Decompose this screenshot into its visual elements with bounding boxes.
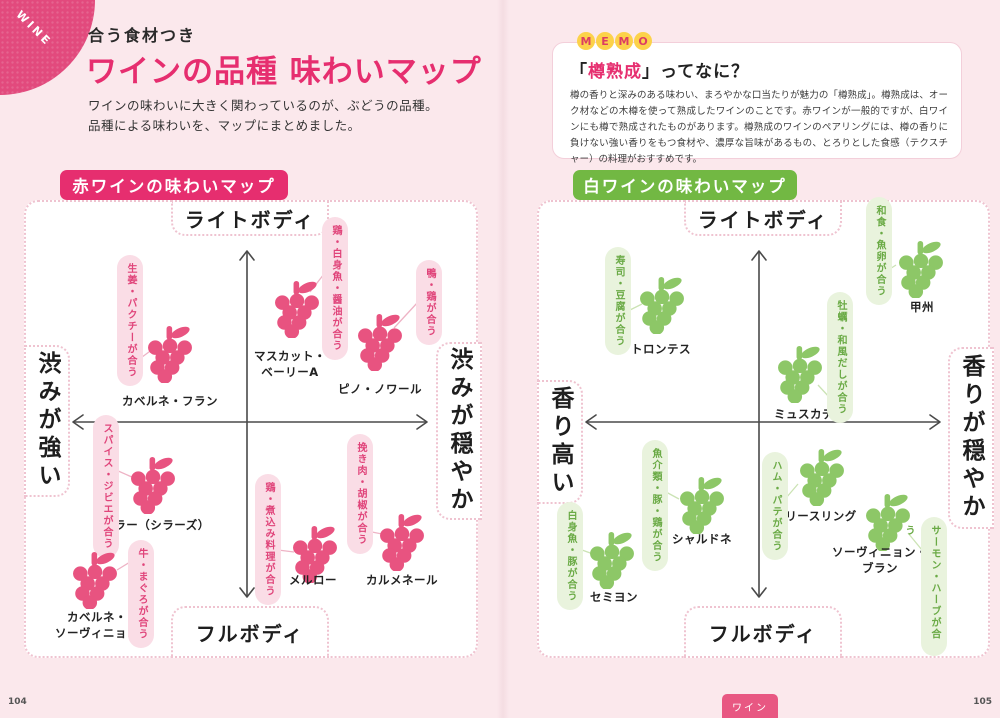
grape-icon	[774, 346, 826, 403]
axis-label-strong-tannin: 渋みが強い	[24, 345, 70, 497]
axis-label-mild-tannin: 渋みが穏やか	[436, 342, 482, 520]
memo-letter: M	[577, 32, 595, 50]
white-wine-taste-map: ライトボディ フルボディ 香り高い 香りが穏やか トロンテス 寿司・豆腐が合う …	[537, 197, 994, 658]
grape-icon	[271, 281, 323, 338]
pairing-pill: 牛・まぐろが合う	[128, 540, 154, 648]
pairing-pill: スパイス・ジビエが合う	[93, 415, 119, 558]
wine-name: ソーヴィニョン・ ブラン	[832, 545, 928, 575]
memo-title: 「樽熟成」ってなに？	[570, 62, 750, 82]
memo-letter: E	[596, 32, 614, 50]
wine-name: シラー（シラーズ）	[102, 518, 210, 532]
axis-label-full-body: フルボディ	[171, 606, 329, 658]
wine-name: カルメネール	[366, 573, 438, 587]
kicker-text: 合う食材つき	[88, 26, 197, 45]
grape-icon	[144, 326, 196, 383]
grape-icon	[376, 514, 428, 571]
wine-name: トロンテス	[631, 342, 691, 356]
pairing-pill: 牡蠣・和風だしが合う	[827, 292, 853, 423]
white-map-header: 白ワインの味わいマップ	[573, 170, 797, 200]
grape-icon	[895, 241, 947, 298]
grape-icon	[354, 314, 406, 371]
pairing-pill: サーモン・ハーブが合う	[903, 517, 947, 656]
memo-letter: O	[634, 32, 652, 50]
pairing-pill: ハム・パテが合う	[762, 452, 788, 560]
page-description: ワインの味わいに大きく関わっているのが、ぶどうの品種。 品種による味わいを、マッ…	[88, 98, 439, 133]
grape-icon	[636, 277, 688, 334]
pairing-pill: 生姜・パクチーが合う	[117, 255, 143, 386]
page-number-right: 105	[973, 697, 992, 707]
memo-box	[552, 42, 962, 159]
wine-name: 甲州	[910, 300, 934, 314]
wine-name: カベルネ・ ソーヴィニョン	[55, 610, 139, 640]
memo-letter: M	[615, 32, 633, 50]
wine-name: セミヨン	[590, 590, 638, 604]
pairing-pill: 挽き肉・胡椒が合う	[347, 434, 373, 554]
wine-name: メルロー	[289, 573, 337, 587]
corner-category-circle	[0, 0, 95, 95]
page-gutter-shadow	[497, 0, 509, 718]
pairing-pill: 鶏・煮込み料理が合う	[255, 474, 281, 605]
footer-category-tab: ワイン	[722, 694, 778, 718]
pairing-pill: 魚介類・豚・鶏が合う	[642, 440, 668, 571]
pairing-pill: 白身魚・豚が合う	[557, 502, 583, 610]
pairing-pill: 寿司・豆腐が合う	[605, 247, 631, 355]
axis-label-aromatic: 香り高い	[537, 380, 583, 504]
axis-label-mild-aroma: 香りが穏やか	[948, 347, 994, 529]
grape-icon	[676, 477, 728, 534]
memo-body-text: 樽の香りと深みのある味わい、まろやかな口当たりが魅力の「樽熟成」。樽熟成は、オー…	[570, 90, 948, 165]
axis-label-light-body: ライトボディ	[684, 200, 842, 236]
grape-icon	[69, 552, 121, 609]
pairing-pill: 鴨・鶏が合う	[416, 260, 442, 345]
grape-icon	[586, 532, 638, 589]
axis-label-full-body: フルボディ	[684, 606, 842, 658]
grape-icon	[127, 457, 179, 514]
wine-name: シャルドネ	[672, 532, 732, 546]
grape-icon	[796, 449, 848, 506]
wine-name: ミュスカデ	[774, 407, 834, 421]
pairing-pill: 和食・魚卵が合う	[866, 197, 892, 305]
memo-title-highlight: 樽熟成	[588, 62, 642, 82]
wine-name: マスカット・ ベーリーA	[254, 349, 326, 379]
wine-name: リースリング	[785, 509, 857, 523]
pairing-pill: 鶏・白身魚・醤油が合う	[322, 217, 348, 360]
page-title: ワインの品種 味わいマップ	[86, 54, 482, 90]
red-map-header: 赤ワインの味わいマップ	[60, 170, 288, 200]
page-number-left: 104	[8, 697, 27, 707]
wine-name: カベルネ・フラン	[122, 394, 218, 408]
wine-name: ピノ・ノワール	[338, 382, 422, 396]
memo-badge: M E M O	[577, 32, 652, 50]
axis-label-light-body: ライトボディ	[171, 200, 329, 236]
red-wine-taste-map: ライトボディ フルボディ 渋みが強い 渋みが穏やか カベルネ・フラン 生姜・パク…	[24, 200, 482, 658]
grape-icon	[862, 494, 914, 551]
